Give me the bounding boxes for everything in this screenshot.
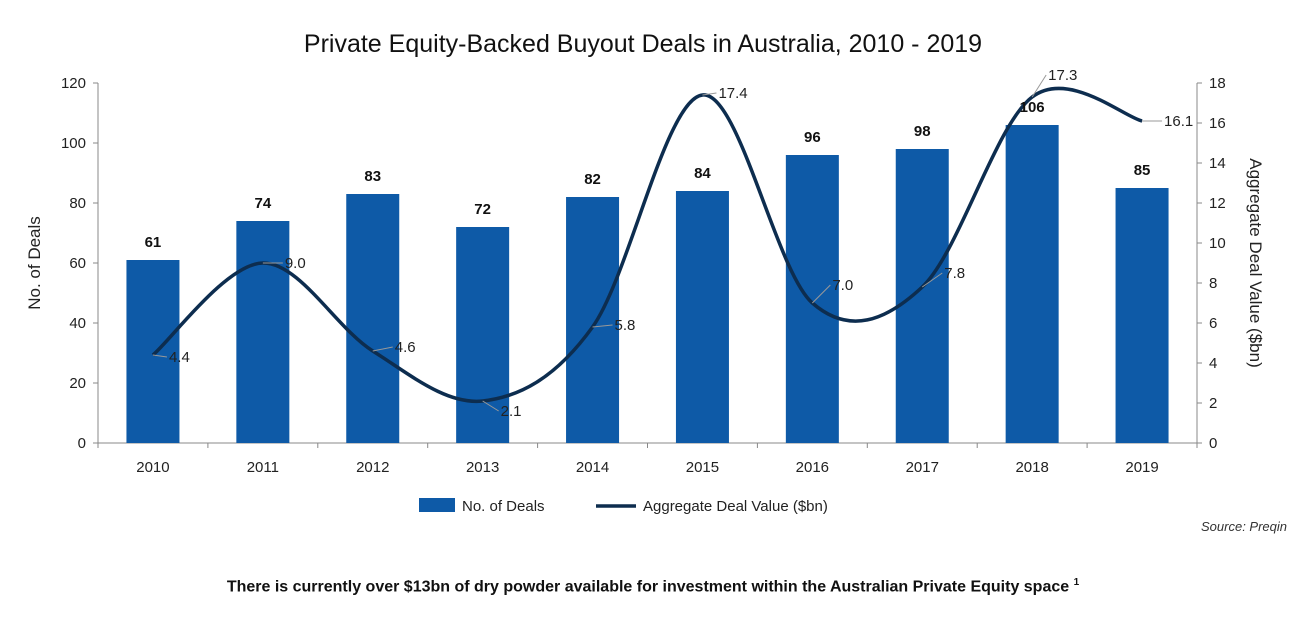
- bar: [1005, 125, 1059, 443]
- y-left-tick-label: 80: [69, 195, 86, 212]
- line-value-leader: [921, 272, 943, 288]
- x-tick-label: 2011: [247, 459, 279, 476]
- bar: [566, 197, 620, 443]
- x-tick-label: 2015: [686, 459, 719, 476]
- x-tick-label: 2019: [1125, 459, 1158, 476]
- line-value-label: 17.3: [1048, 67, 1077, 84]
- bar-value-label: 82: [584, 171, 601, 188]
- y-axis-right-label: Aggregate Deal Value ($bn): [1246, 158, 1265, 368]
- bar-value-label: 85: [1134, 162, 1151, 179]
- y-left-tick-label: 100: [61, 135, 86, 152]
- line-value-label: 2.1: [501, 403, 522, 420]
- legend-bar-swatch: [419, 498, 455, 512]
- source-note: Source: Preqin: [1201, 519, 1287, 534]
- y-right-tick-label: 12: [1209, 195, 1226, 212]
- bar: [895, 149, 949, 443]
- bar-value-label: 84: [694, 165, 711, 182]
- line-value-leader: [702, 92, 717, 96]
- x-tick-label: 2014: [576, 459, 609, 476]
- bar-value-label: 96: [804, 129, 821, 146]
- legend: No. of Deals Aggregate Deal Value ($bn): [419, 498, 828, 515]
- legend-item-value: Aggregate Deal Value ($bn): [643, 498, 828, 515]
- line-value-leader: [592, 324, 613, 328]
- line-value-label: 7.0: [832, 277, 853, 294]
- line-path: [151, 86, 1143, 404]
- bar: [1115, 188, 1169, 443]
- y-left-tick-label: 120: [61, 75, 86, 92]
- line-value-label: 4.4: [169, 349, 190, 366]
- y-axis-left-label: No. of Deals: [25, 216, 44, 310]
- line-value-label: 9.0: [285, 255, 306, 272]
- footnote-ref: 1: [1073, 577, 1080, 588]
- bar-value-label: 83: [364, 168, 381, 185]
- x-tick-label: 2013: [466, 459, 499, 476]
- bar: [456, 227, 510, 443]
- bar: [675, 191, 729, 443]
- line-series: [151, 86, 1143, 404]
- line-value-label: 7.8: [944, 265, 965, 282]
- bar: [236, 221, 290, 443]
- chart: Private Equity-Backed Buyout Deals in Au…: [25, 30, 1287, 534]
- y-right-tick-label: 4: [1209, 355, 1217, 372]
- y-right-tick-label: 18: [1209, 75, 1226, 92]
- line-value-label: 5.8: [615, 317, 636, 334]
- x-tick-label: 2010: [136, 459, 169, 476]
- bar-value-label: 74: [255, 195, 272, 212]
- bar-series: [126, 125, 1169, 443]
- chart-title: Private Equity-Backed Buyout Deals in Au…: [304, 30, 982, 58]
- x-tick-label: 2017: [906, 459, 939, 476]
- bar: [785, 155, 839, 443]
- x-tick-label: 2012: [356, 459, 389, 476]
- line-value-leader: [482, 400, 499, 412]
- footnote: There is currently over $13bn of dry pow…: [0, 577, 1306, 596]
- line-value-leader: [811, 284, 831, 304]
- y-right-tick-label: 0: [1209, 435, 1217, 452]
- y-right-tick-label: 8: [1209, 275, 1217, 292]
- x-tick-label: 2016: [796, 459, 829, 476]
- bar-value-label: 106: [1020, 99, 1045, 116]
- y-left-tick-label: 60: [69, 255, 86, 272]
- line-value-label: 4.6: [395, 339, 416, 356]
- line-value-label: 17.4: [718, 85, 747, 102]
- x-tick-label: 2018: [1015, 459, 1048, 476]
- y-left-tick-label: 40: [69, 315, 86, 332]
- y-left-tick-label: 20: [69, 375, 86, 392]
- bar-value-label: 72: [474, 201, 491, 218]
- y-left-tick-label: 0: [78, 435, 86, 452]
- footnote-text: There is currently over $13bn of dry pow…: [226, 578, 1070, 596]
- bar: [126, 260, 180, 443]
- y-right-tick-label: 14: [1209, 155, 1226, 172]
- line-value-leader: [152, 354, 168, 358]
- y-right-tick-label: 10: [1209, 235, 1226, 252]
- y-right-tick-label: 6: [1209, 315, 1217, 332]
- data-labels: 61 74 83 72 82 84 96 98 106 85 4.4 9.0 4.6 2.1 5.8 17.4…: [145, 67, 1194, 420]
- line-value-leader: [372, 346, 393, 352]
- line-value-leader: [1031, 74, 1047, 98]
- y-right-tick-label: 16: [1209, 115, 1226, 132]
- line-value-label: 16.1: [1164, 113, 1193, 130]
- legend-item-deals: No. of Deals: [462, 498, 545, 515]
- y-right-tick-label: 2: [1209, 395, 1217, 412]
- bar-value-label: 61: [145, 234, 162, 251]
- bar-value-label: 98: [914, 123, 931, 140]
- bar: [346, 194, 400, 443]
